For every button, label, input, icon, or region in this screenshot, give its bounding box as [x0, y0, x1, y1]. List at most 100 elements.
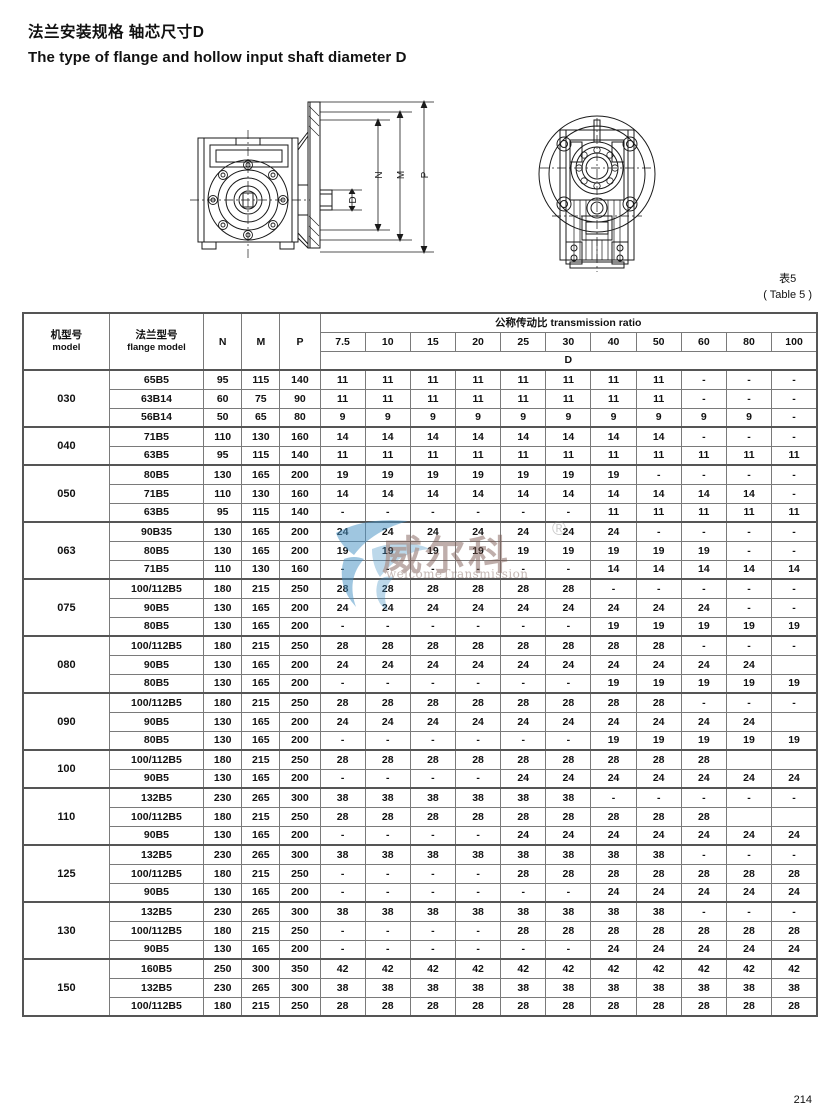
cell-d-ratio-50: 24 — [635, 597, 682, 618]
cell-d-ratio-25: 28 — [500, 863, 547, 884]
cell-d-ratio-60: - — [680, 635, 727, 656]
cell-d-ratio-20: - — [454, 768, 502, 789]
cell-d-ratio-50: 14 — [635, 426, 682, 447]
cell-d-ratio-20: - — [454, 673, 502, 694]
table-row: 80B5 130 165 200- - - - - -19 19 19 19 19 — [23, 616, 819, 637]
cell-d-ratio-15: - — [409, 559, 456, 580]
table-row: 56B14 50 65 80 9 9 9 9 9 9 9 9 9 9- — [23, 407, 819, 428]
header-ratio-6: 40 — [590, 331, 637, 352]
cell-d-ratio-15: - — [409, 673, 456, 694]
cell-p: 140 — [279, 369, 321, 390]
cell-d-ratio-7.5: - — [319, 939, 366, 960]
cell-d-ratio-60: 24 — [680, 882, 727, 903]
cell-d-ratio-7.5: 28 — [319, 749, 366, 770]
cell-d-ratio-100: 19 — [771, 730, 819, 751]
cell-d-ratio-80: - — [725, 521, 773, 542]
header-model: 机型号 model — [21, 312, 110, 371]
cell-d-ratio-60: - — [680, 388, 727, 409]
cell-d-ratio-30: 24 — [545, 654, 592, 675]
cell-d-ratio-50: 28 — [635, 749, 682, 770]
cell-d-ratio-30: 28 — [545, 920, 592, 941]
cell-n: 130 — [203, 616, 243, 637]
technical-drawings: D N M P — [0, 88, 840, 288]
cell-flange-model: 71B5 — [108, 483, 205, 504]
cell-d-ratio-30: 24 — [545, 768, 592, 789]
table-row: 030 65B5 95 115 140 11 11 11 11 11 11 11 11- - - — [21, 369, 819, 428]
cell-d-ratio-80: 19 — [725, 730, 773, 751]
cell-n: 130 — [203, 673, 243, 694]
cell-d-ratio-80: - — [725, 578, 773, 599]
cell-d-ratio-80: - — [725, 901, 773, 922]
cell-d-ratio-15: 28 — [409, 635, 456, 656]
cell-d-ratio-80 — [725, 806, 773, 827]
cell-d-ratio-10: 11 — [364, 388, 411, 409]
cell-n: 130 — [203, 882, 243, 903]
table-row: 80B5 130 165 200 19 19 19 19 19 19 19 19 19- - — [23, 540, 819, 561]
cell-p: 250 — [279, 996, 321, 1017]
cell-d-ratio-60: - — [680, 692, 727, 713]
cell-d-ratio-60: 28 — [680, 920, 727, 941]
cell-d-ratio-50: 19 — [635, 540, 682, 561]
cell-d-ratio-15: 19 — [409, 540, 456, 561]
cell-d-ratio-100: - — [771, 901, 819, 922]
cell-d-ratio-30: 28 — [545, 806, 592, 827]
cell-n: 250 — [203, 958, 243, 979]
cell-d-ratio-7.5: 28 — [319, 578, 366, 599]
cell-d-ratio-10: 38 — [364, 901, 411, 922]
cell-d-ratio-10: 24 — [364, 521, 411, 542]
table-row: 110 132B5 230 265 300 38 38 38 38 38 38- - - - - — [21, 787, 819, 846]
table-row: 63B5 95 115 140- - - - - -11 11 11 11 11 — [23, 502, 819, 523]
model-group-090: 090 — [21, 692, 110, 751]
dimension-label-m: M — [396, 171, 407, 179]
cell-d-ratio-100: 42 — [771, 958, 819, 979]
cell-p: 300 — [279, 787, 321, 808]
cell-d-ratio-100: 19 — [771, 673, 819, 694]
cell-n: 130 — [203, 730, 243, 751]
cell-flange-model: 100/112B5 — [108, 996, 205, 1017]
cell-d-ratio-40: 11 — [590, 445, 637, 466]
cell-d-ratio-7.5: 19 — [319, 540, 366, 561]
cell-m: 215 — [241, 920, 281, 941]
cell-d-ratio-15: 28 — [409, 749, 456, 770]
cell-d-ratio-100: - — [771, 692, 819, 713]
cell-d-ratio-100: - — [771, 369, 819, 390]
cell-d-ratio-20: 14 — [454, 483, 502, 504]
cell-d-ratio-10: 24 — [364, 597, 411, 618]
table-row: 100/112B5 180 215 250 28 28 28 28 28 28 28 28 28 — [23, 806, 819, 827]
cell-n: 130 — [203, 464, 243, 485]
cell-d-ratio-7.5: - — [319, 920, 366, 941]
cell-n: 230 — [203, 977, 243, 998]
cell-d-ratio-40: 42 — [590, 958, 637, 979]
cell-p: 200 — [279, 882, 321, 903]
cell-m: 215 — [241, 996, 281, 1017]
cell-d-ratio-10: 9 — [364, 407, 411, 428]
table-row: 90B5 130 165 200 24 24 24 24 24 24 24 24 24 24 — [23, 654, 819, 675]
cell-d-ratio-40: 28 — [590, 996, 637, 1017]
cell-d-ratio-10: 28 — [364, 578, 411, 599]
cell-d-ratio-10: 19 — [364, 540, 411, 561]
cell-n: 130 — [203, 654, 243, 675]
cell-d-ratio-25: 11 — [500, 388, 547, 409]
cell-d-ratio-30: 14 — [545, 483, 592, 504]
model-group-130: 130 — [21, 901, 110, 960]
cell-p: 200 — [279, 673, 321, 694]
cell-d-ratio-25: 28 — [500, 578, 547, 599]
cell-d-ratio-7.5: 38 — [319, 977, 366, 998]
cell-d-ratio-100: - — [771, 540, 819, 561]
cell-d-ratio-20: 24 — [454, 521, 502, 542]
cell-d-ratio-60: 42 — [680, 958, 727, 979]
cell-d-ratio-15: 38 — [409, 844, 456, 865]
cell-p: 140 — [279, 502, 321, 523]
table-row: 125 132B5 230 265 300 38 38 38 38 38 38 38 38- - - — [21, 844, 819, 903]
cell-d-ratio-30: 9 — [545, 407, 592, 428]
cell-d-ratio-20: - — [454, 559, 502, 580]
cell-d-ratio-15: 11 — [409, 388, 456, 409]
cell-d-ratio-80: - — [725, 692, 773, 713]
cell-d-ratio-25: 24 — [500, 768, 547, 789]
cell-d-ratio-80: 28 — [725, 996, 773, 1017]
cell-flange-model: 132B5 — [108, 977, 205, 998]
cell-p: 300 — [279, 844, 321, 865]
cell-d-ratio-100: - — [771, 426, 819, 447]
cell-n: 95 — [203, 369, 243, 390]
